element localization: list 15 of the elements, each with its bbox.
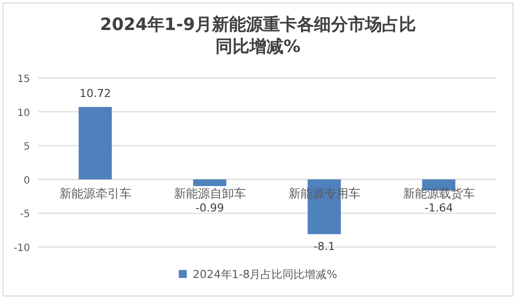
x-tick-label: 新能源自卸车	[174, 186, 246, 200]
y-tick-label: -5	[20, 209, 30, 220]
data-label: -8.1	[314, 240, 335, 254]
y-tick-label: 5	[24, 142, 30, 153]
y-tick-label: 10	[17, 108, 30, 119]
y-tick-label: 15	[17, 74, 30, 85]
data-label: -1.64	[424, 201, 453, 214]
x-tick-label: 新能源牵引车	[59, 186, 132, 200]
y-tick-label: 0	[24, 175, 30, 186]
data-label: 10.72	[80, 86, 111, 100]
chart-title: 2024年1-9月新能源重卡各细分市场占比同比增减%	[100, 15, 416, 57]
data-label: -0.99	[196, 201, 224, 214]
y-tick-label: -10	[14, 243, 30, 254]
legend-label: 2024年1-8月占比同比增减%	[192, 268, 338, 281]
x-tick-label: 新能源载货车	[402, 186, 475, 200]
